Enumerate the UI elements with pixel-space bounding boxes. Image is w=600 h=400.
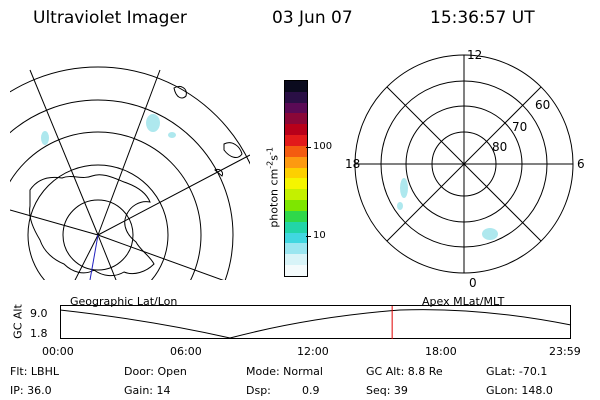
- gcalt-info: GC Alt: 8.8 Re: [366, 365, 443, 378]
- lat-circle: [27, 164, 169, 280]
- colorbar-segment: [285, 232, 307, 244]
- mlat-label-60: 60: [535, 98, 551, 112]
- coastline: [173, 85, 187, 99]
- lon-line: [97, 69, 161, 236]
- colorbar-segment: [285, 221, 307, 233]
- colorbar-tick: [306, 147, 311, 148]
- time-tick-label: 12:00: [297, 345, 329, 358]
- altitude-axis-label: GC Alt: [11, 304, 25, 339]
- date-label: 03 Jun 07: [272, 8, 353, 28]
- satellite-track: [89, 234, 99, 280]
- glat-info: GLat: -70.1: [486, 365, 548, 378]
- colorbar-segment: [285, 124, 307, 136]
- app-title: Ultraviolet Imager: [33, 8, 187, 28]
- colorbar-segment: [285, 210, 307, 222]
- coastline: [214, 169, 223, 177]
- dsp-info-label: Dsp:: [246, 384, 271, 397]
- lat-circle: [10, 66, 250, 165]
- lon-line: [29, 69, 99, 236]
- dsp-info-value: 0.9: [302, 384, 320, 397]
- colorbar-segment: [285, 81, 307, 92]
- lon-line: [97, 234, 224, 280]
- mlt-label-12: 12: [467, 48, 483, 62]
- colorbar-tick-label: 10: [313, 230, 326, 241]
- lon-line: [97, 234, 117, 280]
- mlat-label-70: 70: [512, 120, 528, 134]
- apex-polar-plot: [354, 54, 574, 274]
- colorbar-tick-label: 100: [313, 141, 333, 152]
- colorbar: [284, 80, 308, 277]
- lat-circle: [10, 99, 234, 280]
- lon-line: [74, 234, 99, 280]
- ip-info: IP: 36.0: [10, 384, 52, 397]
- seq-info: Seq: 39: [366, 384, 408, 397]
- altitude-tick-label: 1.8: [30, 327, 48, 340]
- colorbar-unit-label: photon cm-2s-1: [265, 147, 281, 228]
- colorbar-segment: [285, 91, 307, 103]
- lon-line: [10, 209, 99, 236]
- mlt-label-6: 6: [577, 157, 585, 171]
- apex-panel-label: Apex MLat/MLT: [422, 295, 505, 308]
- coastline: [223, 142, 243, 158]
- lat-circle: [10, 131, 202, 280]
- mlt-label-0: 0: [469, 276, 477, 290]
- colorbar-segment: [285, 145, 307, 157]
- geographic-map: [10, 66, 250, 280]
- colorbar-segment: [285, 135, 307, 146]
- colorbar-segment: [285, 167, 307, 179]
- door-info: Door: Open: [124, 365, 187, 378]
- colorbar-segment: [285, 113, 307, 125]
- altitude-tick-label: 9.0: [30, 307, 48, 320]
- time-tick-label: 06:00: [170, 345, 202, 358]
- mlat-label-80: 80: [492, 140, 508, 154]
- colorbar-segment: [285, 265, 307, 276]
- colorbar-segment: [285, 254, 307, 266]
- geo-panel-label: Geographic Lat/Lon: [70, 295, 178, 308]
- altitude-plot: [60, 305, 572, 339]
- colorbar-segment: [285, 156, 307, 168]
- colorbar-segment: [285, 102, 307, 114]
- colorbar-segment: [285, 178, 307, 190]
- time-tick-label: 23:59: [549, 345, 581, 358]
- time-tick-label: 18:00: [425, 345, 457, 358]
- mlt-label-18: 18: [345, 157, 361, 171]
- lat-circle: [62, 199, 134, 271]
- filter-info: Flt: LBHL: [10, 365, 59, 378]
- colorbar-segment: [285, 189, 307, 201]
- time-label: 15:36:57 UT: [430, 8, 535, 28]
- colorbar-segment: [285, 200, 307, 211]
- mode-info: Mode: Normal: [246, 365, 323, 378]
- altitude-curve: [60, 309, 572, 339]
- colorbar-tick: [306, 236, 311, 237]
- antarctica-coastline: [29, 174, 155, 277]
- time-tick-label: 00:00: [42, 345, 74, 358]
- colorbar-segment: [285, 243, 307, 255]
- glon-info: GLon: 148.0: [486, 384, 553, 397]
- lon-line: [97, 154, 250, 236]
- gain-info: Gain: 14: [124, 384, 171, 397]
